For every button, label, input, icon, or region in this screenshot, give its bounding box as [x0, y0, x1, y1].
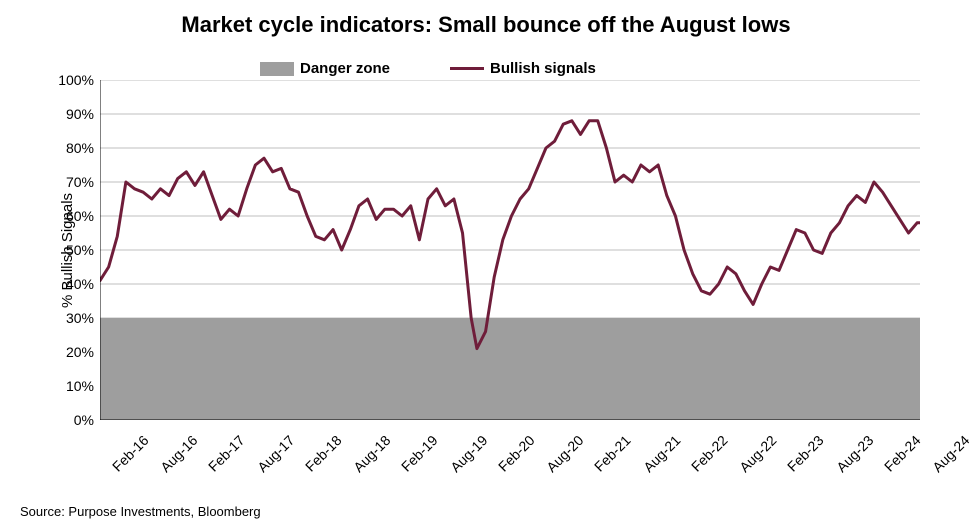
x-tick-label: Aug-21	[640, 432, 683, 475]
legend-label: Bullish signals	[490, 60, 596, 77]
plot-area	[100, 80, 920, 420]
x-tick-label: Aug-18	[350, 432, 393, 475]
source-text: Source: Purpose Investments, Bloomberg	[20, 504, 261, 519]
legend-item: Bullish signals	[450, 60, 596, 77]
y-tick-label: 60%	[46, 208, 94, 224]
y-tick-label: 10%	[46, 378, 94, 394]
x-tick-label: Feb-19	[398, 432, 441, 475]
x-tick-label: Feb-24	[881, 432, 924, 475]
y-tick-label: 0%	[46, 412, 94, 428]
legend-item: Danger zone	[260, 60, 390, 77]
x-tick-label: Feb-21	[591, 432, 634, 475]
x-tick-label: Feb-22	[688, 432, 731, 475]
legend: Danger zone Bullish signals	[260, 60, 596, 77]
x-tick-label: Aug-16	[157, 432, 200, 475]
chart-title: Market cycle indicators: Small bounce of…	[0, 0, 972, 38]
x-tick-label: Feb-20	[495, 432, 538, 475]
legend-label: Danger zone	[300, 60, 390, 77]
x-tick-label: Feb-17	[205, 432, 248, 475]
y-tick-label: 70%	[46, 174, 94, 190]
y-tick-label: 90%	[46, 106, 94, 122]
x-tick-label: Aug-19	[447, 432, 490, 475]
x-tick-label: Aug-23	[833, 432, 876, 475]
y-tick-label: 80%	[46, 140, 94, 156]
x-tick-label: Feb-23	[784, 432, 827, 475]
x-tick-label: Feb-16	[109, 432, 152, 475]
x-tick-label: Aug-22	[736, 432, 779, 475]
x-tick-label: Aug-20	[543, 432, 586, 475]
y-tick-label: 20%	[46, 344, 94, 360]
y-tick-label: 100%	[46, 72, 94, 88]
x-tick-label: Feb-18	[302, 432, 345, 475]
x-tick-label: Aug-24	[929, 432, 972, 475]
legend-swatch	[260, 62, 294, 76]
y-tick-label: 30%	[46, 310, 94, 326]
x-tick-label: Aug-17	[254, 432, 297, 475]
legend-swatch	[450, 67, 484, 70]
y-tick-label: 50%	[46, 242, 94, 258]
y-tick-label: 40%	[46, 276, 94, 292]
